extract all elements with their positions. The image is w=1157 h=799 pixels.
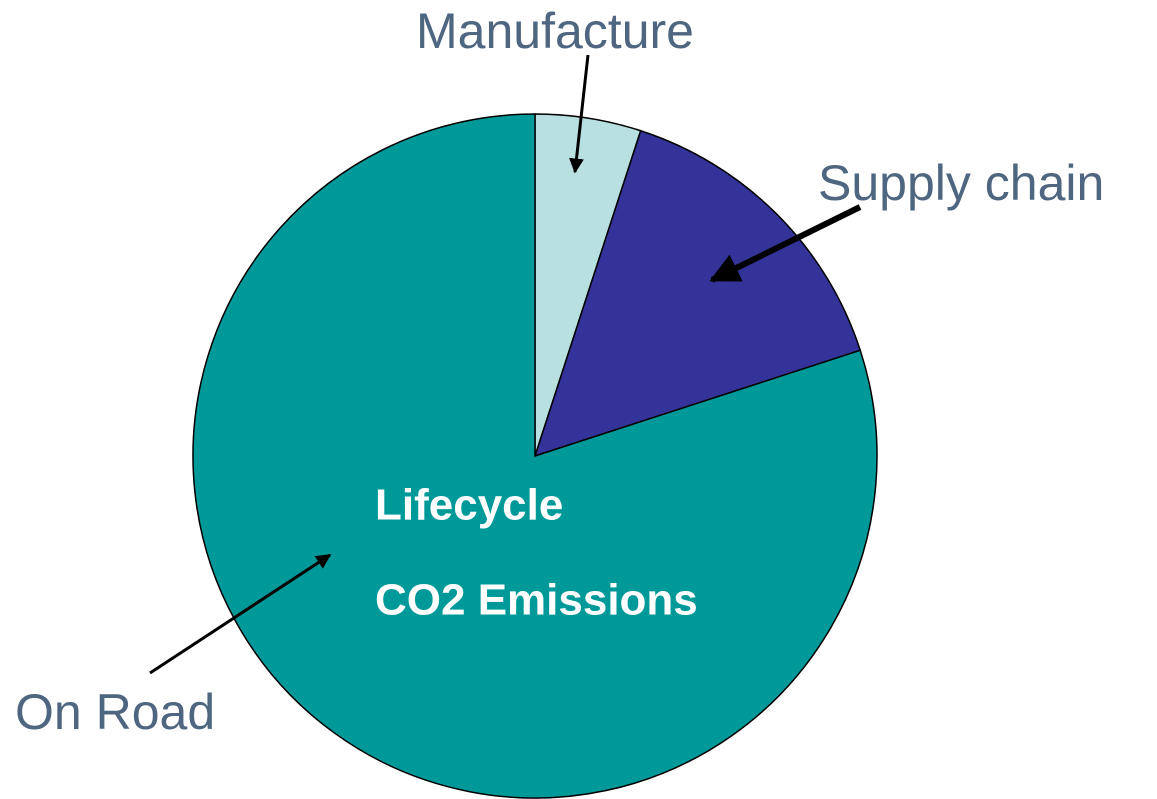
arrow (569, 54, 590, 174)
slice-label: Supply chain (818, 155, 1104, 211)
pie (192, 113, 878, 799)
slice-label: On Road (15, 684, 215, 740)
arrow (149, 553, 332, 675)
center-title: Lifecycle (375, 481, 563, 530)
center-title: CO2 Emissions (375, 576, 698, 625)
slice-label: Manufacture (416, 3, 694, 59)
arrow (709, 204, 862, 283)
pie-slice (192, 113, 878, 799)
pie-slice (533, 129, 862, 458)
